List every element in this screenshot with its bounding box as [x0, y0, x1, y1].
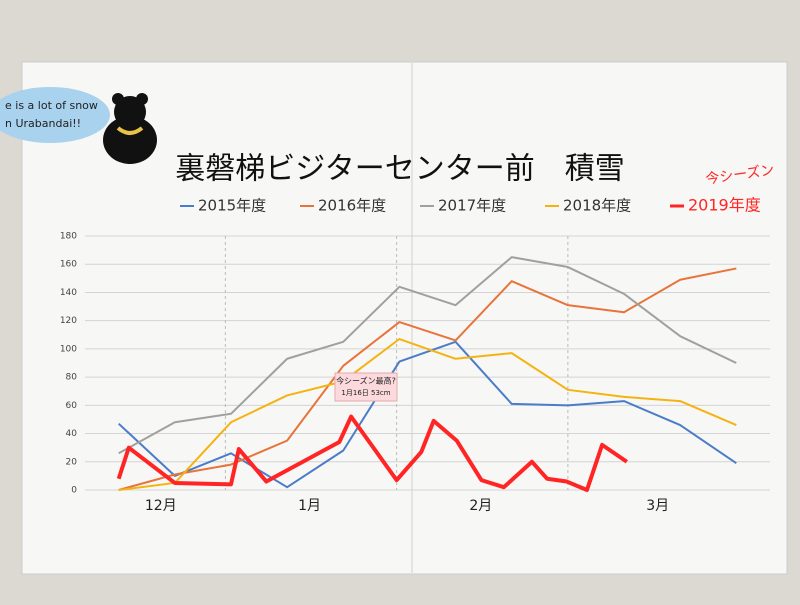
- legend-label: 2015年度: [198, 197, 266, 215]
- series-line: [118, 256, 737, 455]
- y-tick-label: 100: [60, 344, 77, 354]
- bear-icon: [103, 93, 157, 164]
- legend-label: 2018年度: [563, 197, 631, 215]
- annotation-tag: [334, 372, 398, 402]
- x-tick-label: 12月: [145, 498, 177, 514]
- y-tick-label: 0: [71, 486, 77, 496]
- y-tick-label: 140: [60, 288, 77, 298]
- series-line: [118, 338, 737, 491]
- y-tick-label: 180: [60, 232, 77, 242]
- bubble-text: e is a lot of snow: [5, 99, 98, 112]
- x-tick-label: 2月: [469, 498, 492, 514]
- series-line: [116, 414, 628, 492]
- y-tick-label: 160: [60, 260, 77, 270]
- bubble-text: n Urabandai!!: [5, 117, 81, 130]
- legend-label: 2019年度: [688, 196, 761, 215]
- speech-bubble: [0, 87, 110, 143]
- y-tick-label: 40: [66, 429, 78, 439]
- y-tick-label: 120: [60, 316, 77, 326]
- legend-label: 2017年度: [438, 197, 506, 215]
- series-line: [118, 267, 737, 491]
- y-tick-label: 60: [66, 401, 78, 411]
- annotation: 今シーズン最高?: [336, 376, 396, 386]
- annotation: 1月16日 53cm: [341, 389, 390, 397]
- x-tick-label: 1月: [298, 498, 321, 514]
- x-tick-label: 3月: [646, 498, 669, 514]
- y-tick-label: 80: [66, 373, 78, 383]
- chart-title: 裏磐梯ビジターセンター前 積雪: [175, 152, 624, 187]
- series-line: [118, 340, 737, 489]
- legend-label: 2016年度: [318, 197, 386, 215]
- y-tick-label: 20: [66, 457, 78, 467]
